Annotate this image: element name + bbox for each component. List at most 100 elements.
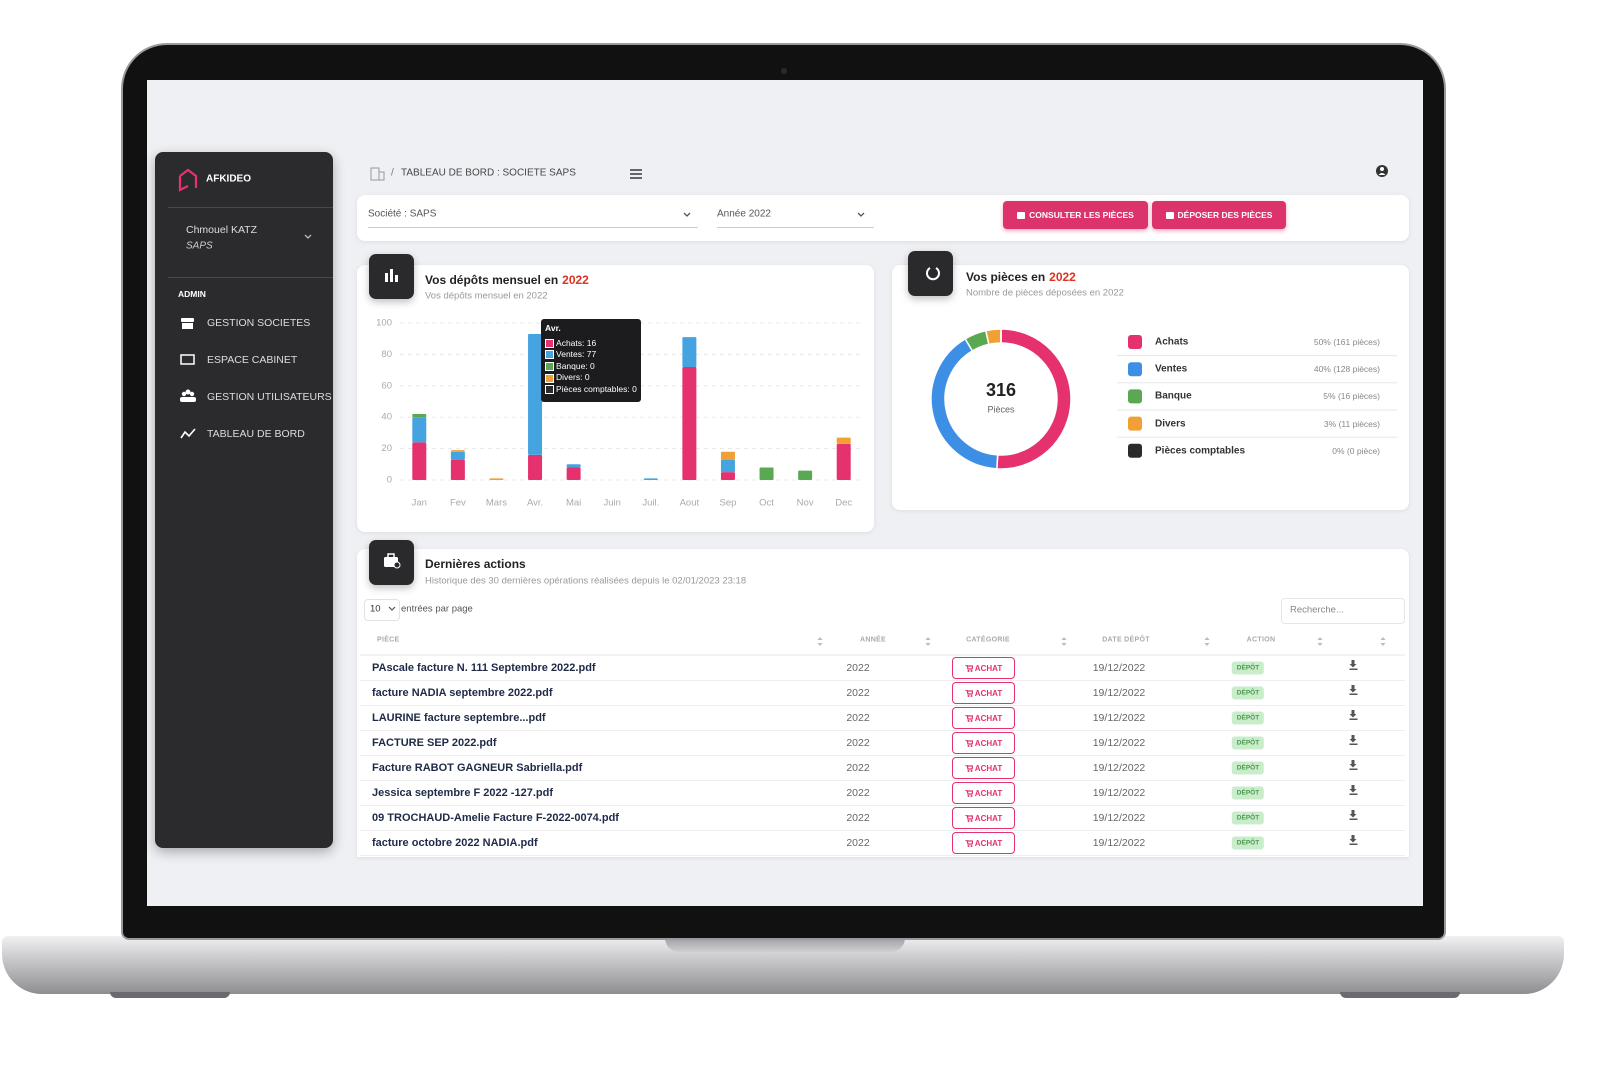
bar-segment xyxy=(528,333,543,455)
download-icon[interactable] xyxy=(1349,835,1358,845)
legend-value: 3% (11 pièces) xyxy=(1323,418,1380,429)
x-tick-label: Avr. xyxy=(527,498,543,509)
search-placeholder[interactable]: Recherche... xyxy=(1290,604,1344,616)
download-icon[interactable] xyxy=(1349,685,1358,695)
user-name: Chmouel KATZ xyxy=(186,224,257,236)
tooltip-row: Ventes: 77 xyxy=(545,349,637,361)
column-header[interactable]: CATÉGORIE xyxy=(966,636,1010,644)
sort-icon xyxy=(1380,637,1386,646)
brand: AFKIDEO xyxy=(206,173,251,185)
breadcrumb: TABLEAU DE BORD : SOCIETE SAPS xyxy=(401,167,576,179)
card-title: Vos dépôts mensuel en 2022 xyxy=(425,273,589,287)
x-tick-label: Sep xyxy=(720,498,737,509)
menu-item[interactable]: GESTION UTILISATEURS xyxy=(207,391,332,403)
menu-item[interactable]: GESTION SOCIETES xyxy=(207,317,311,329)
action-badge: DÉPÔT xyxy=(1231,661,1265,675)
x-tick-label: Dec xyxy=(835,498,852,509)
bar-icon xyxy=(385,269,398,282)
file-name[interactable]: 09 TROCHAUD-Amelie Facture F-2022-0074.p… xyxy=(372,812,619,824)
cart-icon xyxy=(964,814,973,822)
download-icon[interactable] xyxy=(1349,710,1358,720)
date-cell: 19/12/2022 xyxy=(1092,687,1146,699)
action-badge: DÉPÔT xyxy=(1231,736,1265,750)
download-icon[interactable] xyxy=(1349,810,1358,820)
bar-segment xyxy=(412,417,427,443)
title-highlight: 2022 xyxy=(562,273,589,287)
tooltip-row: Achats: 16 xyxy=(545,338,637,350)
icon-box xyxy=(908,251,953,296)
menu-item[interactable]: ESPACE CABINET xyxy=(207,354,298,366)
user-company: SAPS xyxy=(186,240,213,252)
card-title: Dernières actions xyxy=(425,557,526,571)
file-name[interactable]: facture octobre 2022 NADIA.pdf xyxy=(372,837,538,849)
y-tick-label: 100 xyxy=(376,318,392,329)
file-name[interactable]: PAscale facture N. 111 Septembre 2022.pd… xyxy=(372,662,596,674)
donut-icon xyxy=(926,267,940,281)
bar-segment xyxy=(720,472,735,480)
date-cell: 19/12/2022 xyxy=(1092,737,1146,749)
bar-segment xyxy=(720,459,735,473)
legend-label: Achats xyxy=(1155,336,1189,348)
legend-value: 5% (16 pièces) xyxy=(1323,391,1380,402)
download-icon[interactable] xyxy=(1349,785,1358,795)
breadcrumb-icon xyxy=(370,167,385,181)
column-header[interactable]: DATE DÉPÔT xyxy=(1102,636,1150,644)
category-label: ACHAT xyxy=(974,788,1003,798)
section-label: ADMIN xyxy=(178,289,206,299)
cart-icon xyxy=(964,739,973,747)
sidebar xyxy=(155,152,333,848)
menu-item[interactable]: TABLEAU DE BORD xyxy=(207,428,305,440)
file-name[interactable]: LAURINE facture septembre...pdf xyxy=(372,712,546,724)
file-name[interactable]: Jessica septembre F 2022 -127.pdf xyxy=(372,787,553,799)
select-underline xyxy=(717,227,874,228)
year-cell: 2022 xyxy=(846,662,870,674)
column-header[interactable]: ACTION xyxy=(1246,636,1276,644)
sidebar-divider xyxy=(168,207,333,208)
date-cell: 19/12/2022 xyxy=(1092,762,1146,774)
column-header[interactable]: ANNÉE xyxy=(859,636,887,644)
bar-segment xyxy=(720,451,735,460)
y-tick-label: 20 xyxy=(381,443,392,454)
user-icon[interactable] xyxy=(1376,165,1388,177)
tooltip-item: Banque: 0 xyxy=(556,360,595,371)
download-icon[interactable] xyxy=(1349,735,1358,745)
y-tick-label: 40 xyxy=(381,412,392,423)
bar-segment xyxy=(643,478,658,480)
button-label: CONSULTER LES PIÈCES xyxy=(1029,210,1134,220)
search-box[interactable] xyxy=(1281,598,1405,624)
x-tick-label: Mai xyxy=(566,498,581,509)
category-badge: ACHAT xyxy=(952,732,1015,754)
page-size-select[interactable] xyxy=(364,599,400,621)
bar-segment xyxy=(412,442,427,480)
company-select[interactable]: Société : SAPS xyxy=(368,208,437,220)
category-badge: ACHAT xyxy=(952,707,1015,729)
column-header[interactable]: PIÈCE xyxy=(377,636,400,644)
page-size[interactable]: 10 xyxy=(370,603,381,615)
chevron xyxy=(304,234,312,239)
cart-icon xyxy=(964,764,973,772)
button-label: DÉPOSER DES PIÈCES xyxy=(1177,210,1273,220)
year-cell: 2022 xyxy=(846,762,870,774)
category-label: ACHAT xyxy=(974,663,1003,673)
category-badge: ACHAT xyxy=(952,657,1015,679)
x-tick-label: Oct xyxy=(759,498,774,509)
y-tick-label: 80 xyxy=(381,349,392,360)
chevron xyxy=(683,212,691,217)
action-badge: DÉPÔT xyxy=(1231,761,1265,775)
laptop-notch xyxy=(665,936,905,952)
year-select[interactable]: Année 2022 xyxy=(717,208,771,220)
action-button[interactable]: CONSULTER LES PIÈCES xyxy=(1003,201,1148,229)
action-button[interactable]: DÉPOSER DES PIÈCES xyxy=(1152,201,1286,229)
download-icon[interactable] xyxy=(1349,760,1358,770)
x-tick-label: Aout xyxy=(680,498,700,509)
tooltip-row: Banque: 0 xyxy=(545,361,637,373)
x-tick-label: Juil. xyxy=(642,498,659,509)
file-name[interactable]: Facture RABOT GAGNEUR Sabriella.pdf xyxy=(372,762,583,774)
file-name[interactable]: FACTURE SEP 2022.pdf xyxy=(372,737,497,749)
menu-toggle[interactable] xyxy=(630,169,642,179)
date-cell: 19/12/2022 xyxy=(1092,812,1146,824)
file-name[interactable]: facture NADIA septembre 2022.pdf xyxy=(372,687,553,699)
download-icon[interactable] xyxy=(1349,660,1358,670)
title-text: Vos dépôts mensuel en xyxy=(425,273,559,287)
